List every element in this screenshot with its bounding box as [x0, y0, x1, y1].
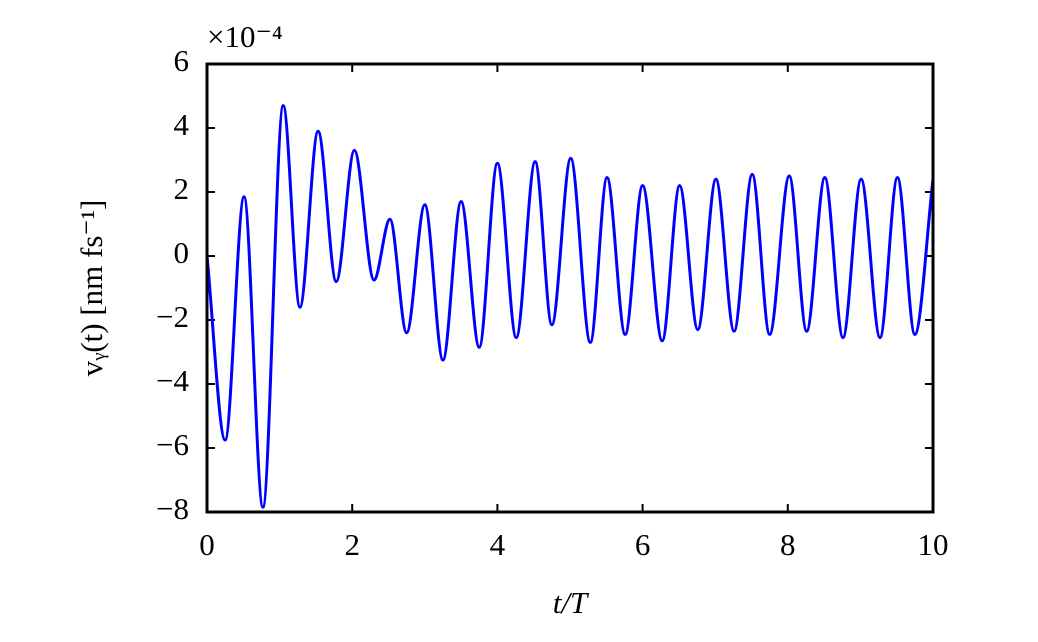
y-axis-label: vᵧ(t) [nm fs⁻¹]: [74, 200, 109, 377]
plot-frame: [205, 62, 935, 514]
x-tick-label: 4: [490, 527, 506, 562]
y-tick-label: 2: [174, 171, 190, 206]
x-axis-label: t/T: [553, 585, 590, 620]
y-tick-label: 0: [174, 235, 190, 270]
y-tick-label: 6: [174, 43, 190, 78]
y-offset-text: ×10⁻⁴: [207, 19, 283, 54]
y-tick-label: −8: [156, 491, 189, 526]
y-tick-label: −2: [156, 299, 189, 334]
x-tick-label: 0: [199, 527, 215, 562]
x-tick-label: 6: [635, 527, 651, 562]
x-tick-label: 8: [780, 527, 796, 562]
x-tick-label: 10: [918, 527, 949, 562]
y-tick-label: −6: [156, 427, 189, 462]
y-tick-label: −4: [156, 363, 189, 398]
data-line: [207, 104, 933, 509]
y-tick-label: 4: [174, 107, 190, 142]
x-tick-label: 2: [344, 527, 360, 562]
